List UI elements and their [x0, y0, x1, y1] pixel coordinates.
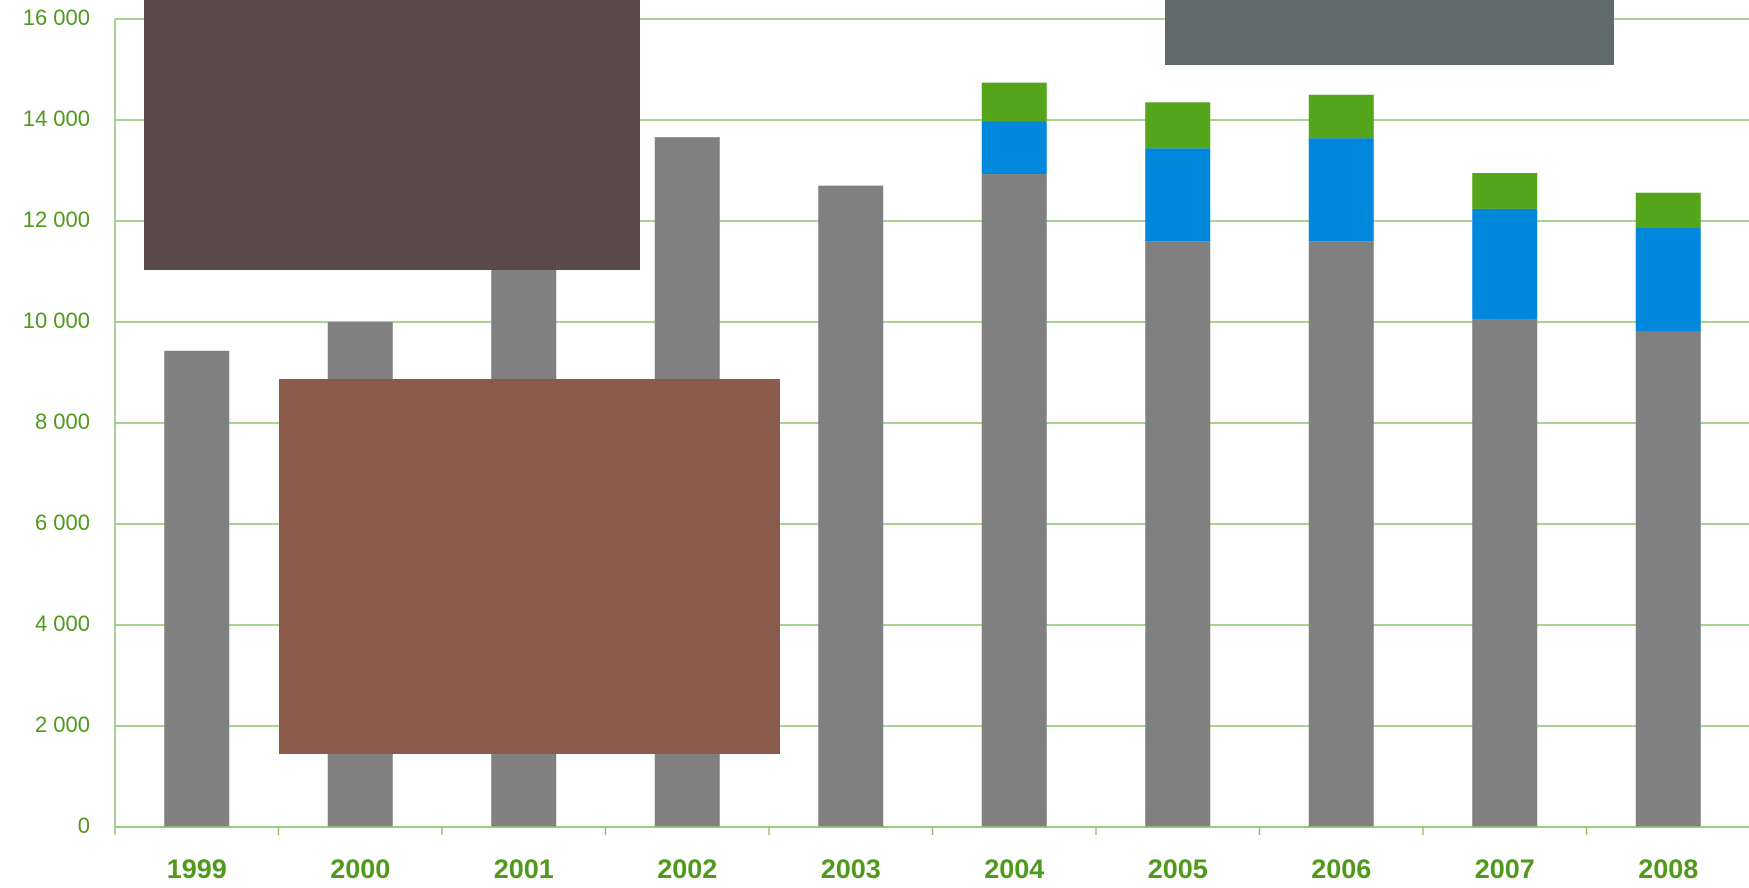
- bar-segment: [818, 185, 884, 827]
- photo-fish: [1165, 0, 1614, 65]
- x-tick-label: 2006: [1311, 854, 1371, 884]
- photos: [144, 0, 1614, 754]
- y-tick-label: 4 000: [35, 611, 90, 636]
- photo-drying-racks: [144, 0, 640, 270]
- x-tick-label: 2001: [494, 854, 554, 884]
- y-tick-label: 16 000: [23, 5, 90, 30]
- y-tick-label: 6 000: [35, 510, 90, 535]
- photo-traders: [279, 379, 780, 754]
- bar-segment: [981, 82, 1047, 122]
- bar-segment: [1472, 318, 1538, 827]
- y-tick-label: 12 000: [23, 207, 90, 232]
- bar-segment: [1472, 208, 1538, 319]
- x-tick-label: 2007: [1475, 854, 1535, 884]
- y-tick-label: 2 000: [35, 712, 90, 737]
- bar-segment: [1472, 173, 1538, 209]
- y-tick-label: 0: [78, 813, 90, 838]
- y-tick-label: 8 000: [35, 409, 90, 434]
- bar-segment: [1145, 148, 1211, 242]
- x-tick-label: 2004: [984, 854, 1044, 884]
- bar-segment: [1635, 227, 1701, 332]
- y-tick-label: 10 000: [23, 308, 90, 333]
- y-tick-label: 14 000: [23, 106, 90, 131]
- bar-segment: [1308, 138, 1374, 242]
- bar-segment: [981, 174, 1047, 827]
- bar-segment: [1308, 94, 1374, 139]
- x-tick-label: 2002: [657, 854, 717, 884]
- bar-segment: [1145, 241, 1211, 827]
- bar-segment: [1635, 192, 1701, 228]
- bar-segment: [1308, 241, 1374, 827]
- bar-segment: [164, 350, 230, 827]
- bar-segment: [1145, 102, 1211, 149]
- x-tick-label: 2005: [1148, 854, 1208, 884]
- bar-segment: [981, 121, 1047, 175]
- x-tick-label: 1999: [167, 854, 227, 884]
- x-tick-label: 2000: [330, 854, 390, 884]
- x-tick-label: 2003: [821, 854, 881, 884]
- x-tick-label: 2008: [1638, 854, 1698, 884]
- bar-segment: [1635, 331, 1701, 827]
